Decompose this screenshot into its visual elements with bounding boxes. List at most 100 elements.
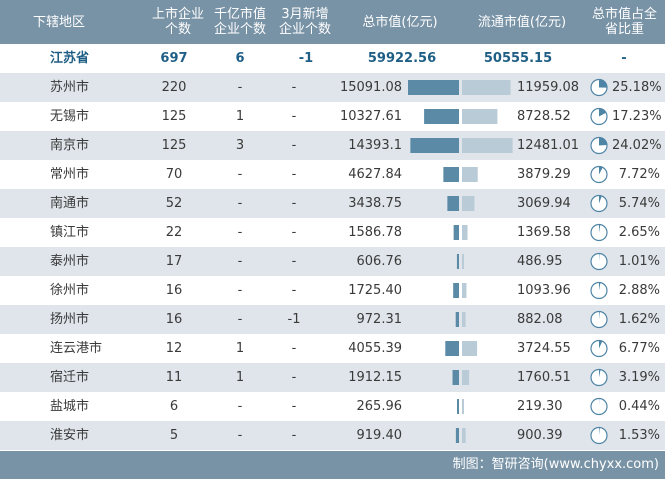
- row-new-march: -: [291, 196, 297, 211]
- row-listed: 220: [161, 80, 187, 95]
- row-share: 24.02%: [612, 138, 662, 153]
- row-region: 宿迁市: [50, 370, 90, 385]
- row-float-cap: 3069.94: [517, 196, 571, 211]
- row-new-march: -: [291, 80, 297, 95]
- row-listed: 16: [165, 312, 183, 327]
- row-share: 17.23%: [612, 109, 662, 124]
- row-total-cap: 10327.61: [339, 109, 402, 124]
- row-float-cap: 3724.55: [517, 341, 571, 356]
- row-over100b: -: [237, 312, 243, 327]
- row-total-cap: 1586.78: [348, 225, 402, 240]
- row-listed: 22: [165, 225, 183, 240]
- summary-new-march: -1: [298, 51, 314, 66]
- float-cap-bar: [462, 341, 478, 356]
- share-pie-slice: [599, 137, 607, 146]
- column-header-over100b: 千亿市值 企业个数: [213, 7, 266, 37]
- row-over100b: -: [237, 167, 243, 182]
- share-pie-slice: [599, 224, 601, 233]
- row-float-cap: 1093.96: [517, 283, 571, 298]
- row-listed: 16: [165, 283, 183, 298]
- float-cap-bar: [462, 428, 466, 443]
- row-float-cap: 219.30: [517, 399, 563, 414]
- row-background: [0, 421, 665, 450]
- row-listed: 125: [161, 109, 187, 124]
- row-background: [0, 305, 665, 334]
- row-region: 南通市: [50, 196, 90, 211]
- row-listed: 17: [165, 254, 183, 269]
- row-over100b: -: [237, 225, 243, 240]
- column-header-share: 总市值占全 省比重: [591, 7, 657, 37]
- total-cap-bar: [408, 80, 459, 95]
- row-over100b: -: [237, 428, 243, 443]
- row-listed: 70: [165, 167, 183, 182]
- row-float-cap: 11959.08: [517, 80, 580, 95]
- summary-share: -: [621, 51, 627, 66]
- row-share: 5.74%: [618, 196, 660, 211]
- total-cap-bar: [452, 370, 459, 385]
- row-new-march: -: [291, 225, 297, 240]
- row-background: [0, 189, 665, 218]
- row-region: 盐城市: [50, 399, 90, 414]
- share-pie-slice: [599, 311, 600, 320]
- row-share: 25.18%: [612, 80, 662, 95]
- float-cap-bar: [462, 80, 511, 95]
- row-total-cap: 14393.1: [348, 138, 402, 153]
- row-share: 2.88%: [618, 283, 660, 298]
- row-total-cap: 265.96: [356, 399, 403, 414]
- share-pie-slice: [599, 369, 601, 378]
- total-cap-bar: [445, 341, 459, 356]
- share-pie-slice: [599, 427, 600, 436]
- row-share: 1.62%: [618, 312, 660, 327]
- row-over100b: 1: [235, 341, 245, 356]
- row-float-cap: 486.95: [517, 254, 563, 269]
- row-float-cap: 882.08: [517, 312, 563, 327]
- row-over100b: 1: [235, 370, 245, 385]
- row-new-march: -: [291, 167, 297, 182]
- row-over100b: -: [237, 283, 243, 298]
- row-listed: 52: [165, 196, 183, 211]
- total-cap-bar: [410, 138, 459, 153]
- summary-listed: 697: [160, 51, 188, 66]
- row-region: 扬州市: [50, 312, 90, 327]
- total-cap-bar: [457, 399, 459, 414]
- row-listed: 12: [165, 341, 183, 356]
- row-region: 苏州市: [50, 80, 90, 95]
- row-share: 6.77%: [618, 341, 660, 356]
- float-cap-bar: [462, 167, 478, 182]
- source-footer: 制图：智研咨询(www.chyxx.com): [452, 457, 659, 472]
- row-total-cap: 15091.08: [339, 80, 402, 95]
- column-header-new_march: 3月新增 企业个数: [278, 7, 331, 37]
- float-cap-bar: [462, 109, 498, 124]
- row-float-cap: 12481.01: [517, 138, 580, 153]
- row-new-march: -: [291, 138, 297, 153]
- row-share: 7.72%: [618, 167, 660, 182]
- row-total-cap: 1912.15: [348, 370, 402, 385]
- float-cap-bar: [462, 312, 466, 327]
- row-share: 1.53%: [618, 428, 660, 443]
- row-total-cap: 606.76: [356, 254, 403, 269]
- row-background: [0, 363, 665, 392]
- row-background: [0, 131, 665, 160]
- row-total-cap: 4055.39: [348, 341, 402, 356]
- row-float-cap: 8728.52: [517, 109, 571, 124]
- row-total-cap: 1725.40: [348, 283, 402, 298]
- row-background: [0, 73, 665, 102]
- header-background: [0, 0, 665, 44]
- row-listed: 5: [169, 428, 179, 443]
- row-over100b: 3: [235, 138, 245, 153]
- row-total-cap: 3438.75: [348, 196, 402, 211]
- row-region: 无锡市: [50, 109, 90, 124]
- float-cap-bar: [462, 283, 467, 298]
- row-total-cap: 972.31: [356, 312, 403, 327]
- row-share: 2.65%: [618, 225, 660, 240]
- row-new-march: -: [291, 109, 297, 124]
- row-region: 南京市: [50, 138, 90, 153]
- row-region: 常州市: [50, 167, 90, 182]
- summary-float-cap: 50555.15: [483, 51, 553, 66]
- row-region: 淮安市: [50, 428, 90, 443]
- column-header-total_cap: 总市值(亿元): [362, 15, 438, 30]
- row-share: 3.19%: [618, 370, 660, 385]
- column-header-region: 下辖地区: [32, 15, 85, 30]
- float-cap-bar: [462, 370, 470, 385]
